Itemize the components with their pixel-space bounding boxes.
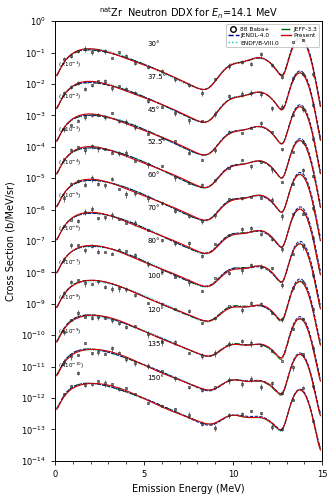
Text: $(\times10^{-10})$: $(\times10^{-10})$ [58, 360, 83, 371]
Text: 52.5°: 52.5° [148, 139, 166, 145]
Text: 100°: 100° [148, 272, 165, 278]
Text: $(\times10^{-9})$: $(\times10^{-9})$ [58, 326, 81, 337]
Text: 60°: 60° [148, 172, 160, 178]
Text: 80°: 80° [148, 238, 160, 244]
Text: 150°: 150° [148, 375, 165, 381]
Y-axis label: Cross Section (b/MeV/sr): Cross Section (b/MeV/sr) [6, 181, 16, 301]
Text: 120°: 120° [148, 307, 165, 313]
Text: 70°: 70° [148, 205, 160, 211]
Text: 37.5°: 37.5° [148, 74, 167, 80]
Legend: 88 Baba+, JENDL-4.0, ENDF/B-VIII.0, JEFF-3.3, Present: 88 Baba+, JENDL-4.0, ENDF/B-VIII.0, JEFF… [226, 24, 319, 48]
Text: 45°: 45° [148, 106, 160, 112]
Text: $(\times10^{-8})$: $(\times10^{-8})$ [58, 293, 81, 303]
Text: 135°: 135° [148, 341, 165, 347]
Text: $(\times10^{-2})$: $(\times10^{-2})$ [58, 92, 81, 102]
Text: $(\times10^{-4})$: $(\times10^{-4})$ [58, 158, 81, 168]
Text: $(\times10^{-7})$: $(\times10^{-7})$ [58, 258, 81, 268]
Text: 30°: 30° [148, 41, 160, 47]
Text: $(\times10^{-6})$: $(\times10^{-6})$ [58, 224, 81, 234]
Text: $(\times10^{-1})$: $(\times10^{-1})$ [58, 60, 81, 70]
Title: $^{\rm nat}$Zr  Neutron DDX for $E_n$=14.1 MeV: $^{\rm nat}$Zr Neutron DDX for $E_n$=14.… [99, 6, 278, 21]
X-axis label: Emission Energy (MeV): Emission Energy (MeV) [132, 484, 245, 494]
Text: $(\times10^{-3})$: $(\times10^{-3})$ [58, 124, 81, 135]
Text: $(\times10^{-5})$: $(\times10^{-5})$ [58, 190, 81, 200]
